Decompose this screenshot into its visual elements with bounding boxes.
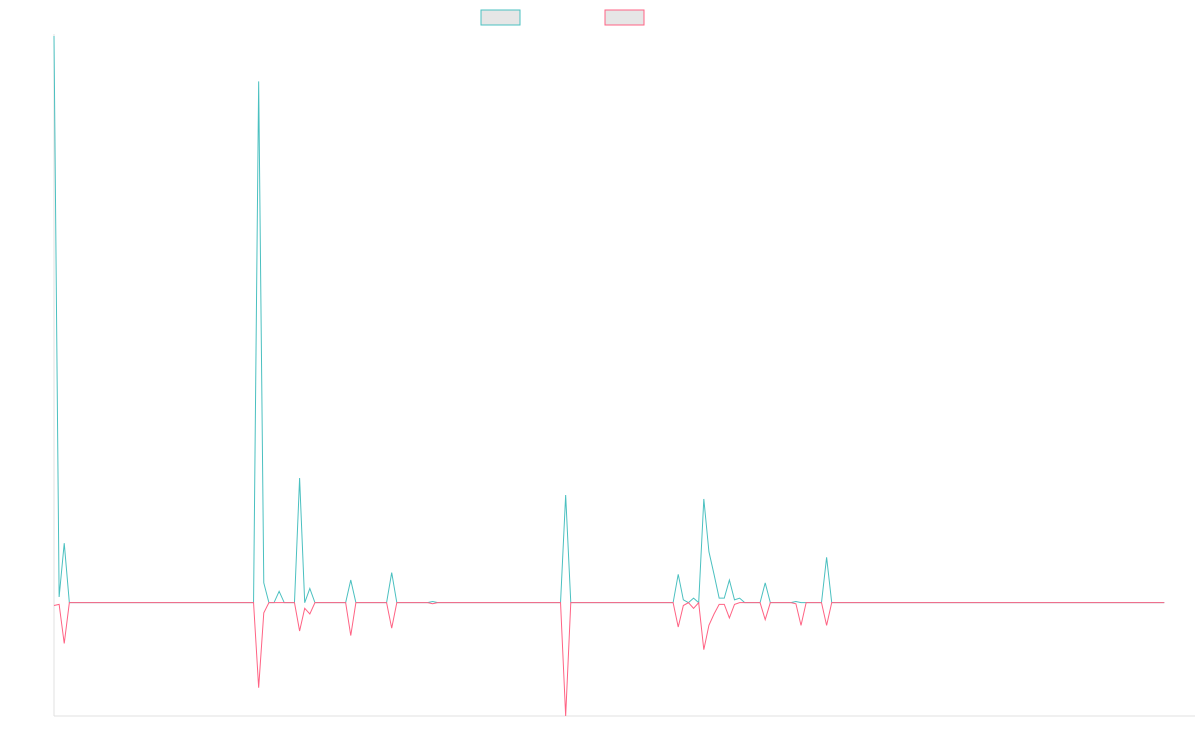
series-line-1 <box>53 35 1165 604</box>
chart-axes <box>53 34 1195 717</box>
plot-area <box>53 35 1165 717</box>
chart-legend[interactable] <box>480 9 645 26</box>
legend-swatch-2 <box>604 9 645 26</box>
legend-swatch-1 <box>480 9 521 26</box>
legend-item-2[interactable] <box>604 9 645 26</box>
legend-item-1[interactable] <box>480 9 521 26</box>
series-line-2 <box>53 601 1165 717</box>
